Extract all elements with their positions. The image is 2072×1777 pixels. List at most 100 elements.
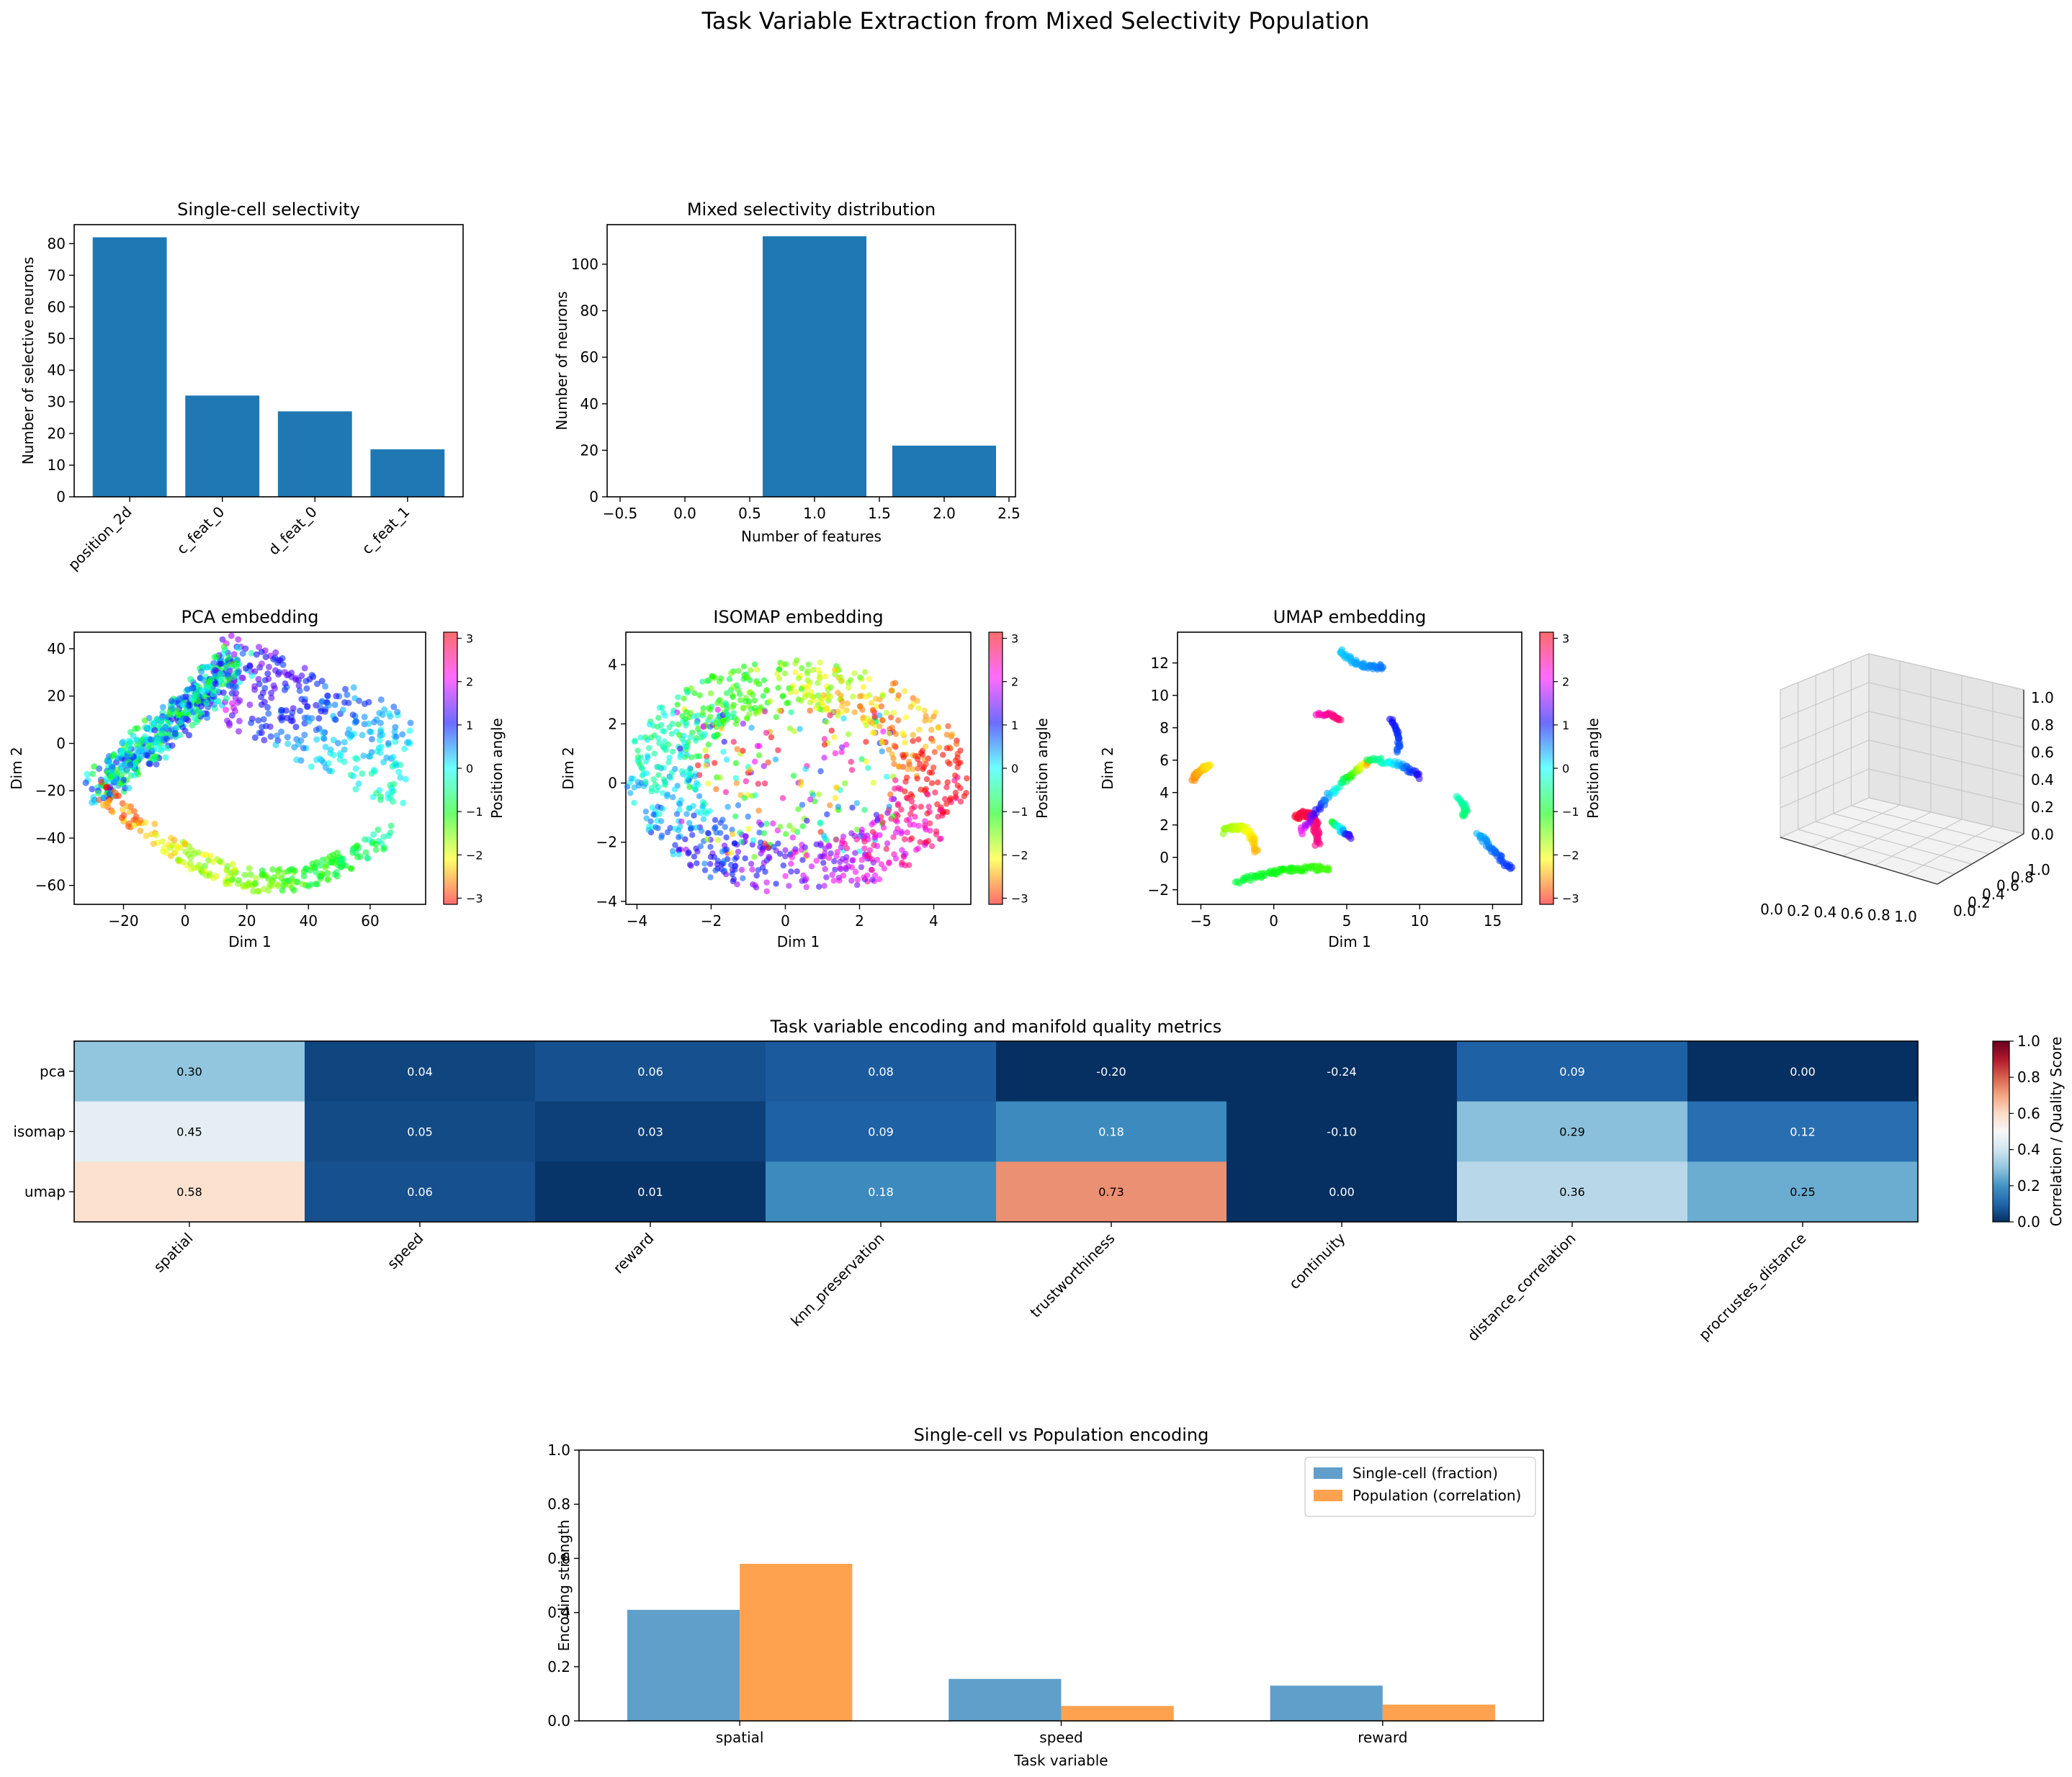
scatter-point xyxy=(723,709,730,716)
scatter-point xyxy=(853,827,861,833)
scatter-point xyxy=(902,739,908,746)
scatter-point xyxy=(861,845,868,852)
y-tick-label: −2 xyxy=(1148,881,1169,899)
scatter-point xyxy=(246,701,254,708)
scatter-point xyxy=(115,792,122,799)
z-tick-label-3d: 0.6 xyxy=(2031,744,2054,761)
x-axis-label: Number of features xyxy=(741,528,882,545)
scatter-point xyxy=(261,871,268,878)
heatmap-cell xyxy=(535,1161,766,1223)
scatter-point xyxy=(795,806,802,813)
scatter-point xyxy=(254,888,261,894)
scatter-point xyxy=(904,829,910,836)
x-tick-label: 15 xyxy=(1484,912,1502,930)
scatter-point xyxy=(782,847,789,854)
scatter-point xyxy=(854,881,861,888)
x-tick-label: −20 xyxy=(108,912,138,930)
scatter-point xyxy=(355,780,362,787)
scatter-point xyxy=(861,852,869,860)
colorbar xyxy=(443,631,458,905)
scatter-point xyxy=(642,809,649,815)
scatter-point xyxy=(924,810,930,817)
scatter-point xyxy=(892,829,900,836)
scatter-point xyxy=(301,698,308,706)
scatter-point xyxy=(678,768,685,775)
scatter-point xyxy=(224,863,231,870)
x-tick-label: d_feat_0 xyxy=(265,503,320,559)
scatter-point xyxy=(235,877,242,883)
scatter-point xyxy=(223,695,230,702)
colorbar-tick-label: 0 xyxy=(466,762,473,775)
scatter-point xyxy=(275,671,282,678)
chart-title: Single-cell selectivity xyxy=(177,199,360,220)
z-tick-label-3d: 0.0 xyxy=(2031,826,2054,843)
y-tick-label: 0 xyxy=(56,488,66,505)
scatter-point xyxy=(331,701,338,708)
scatter-points xyxy=(1188,646,1516,887)
scatter-point xyxy=(878,703,885,710)
scatter-point xyxy=(159,838,166,845)
scatter-point xyxy=(886,804,892,810)
scatter-point xyxy=(711,733,718,739)
scatter-point xyxy=(729,870,735,878)
scatter-point xyxy=(162,754,169,761)
scatter-point xyxy=(313,736,320,743)
scatter-point xyxy=(337,752,344,759)
scatter-point xyxy=(868,700,875,706)
heatmap-cell xyxy=(535,1101,766,1162)
colorbar-tick-label: −2 xyxy=(466,848,483,862)
scatter-point xyxy=(786,725,794,732)
scatter-point xyxy=(394,708,401,716)
scatter-point xyxy=(783,831,789,837)
scatter-point xyxy=(258,648,265,655)
scatter-point xyxy=(233,663,240,670)
scatter-point xyxy=(664,829,671,836)
scatter-point xyxy=(631,799,637,806)
scatter-point xyxy=(677,754,683,760)
scatter-point xyxy=(758,839,764,846)
scatter-point xyxy=(802,765,809,773)
scatter-point xyxy=(169,705,176,712)
scatter-point xyxy=(366,752,373,760)
y-tick-label: 0.8 xyxy=(547,1495,570,1513)
scatter-point xyxy=(235,728,242,735)
scatter-point xyxy=(848,758,854,765)
scatter-point xyxy=(861,874,867,881)
x-tick-label-3d: 0.8 xyxy=(1867,907,1891,924)
scatter-point xyxy=(701,867,709,873)
x-axis-label: Task variable xyxy=(1013,1752,1108,1769)
scatter-point xyxy=(733,780,740,786)
scatter-point xyxy=(1324,865,1332,873)
scatter-point xyxy=(848,767,856,773)
scatter-point xyxy=(165,841,172,848)
y-tick-label: 1.0 xyxy=(547,1441,570,1459)
x-tick-label: speed xyxy=(1039,1729,1082,1746)
scatter-point xyxy=(683,774,691,780)
scatter-point xyxy=(252,875,259,882)
scatter-point xyxy=(938,806,944,814)
scatter-point xyxy=(866,847,874,854)
scatter-point xyxy=(925,791,931,798)
scatter-point xyxy=(350,684,357,691)
scatter-point xyxy=(899,847,905,853)
scatter-point xyxy=(351,695,359,702)
chart-title: UMAP embedding xyxy=(1273,607,1427,627)
scatter-point xyxy=(333,868,340,876)
scatter-point xyxy=(838,844,844,851)
scatter-point xyxy=(655,724,661,730)
scatter-point xyxy=(846,684,852,691)
scatter-point xyxy=(185,851,192,858)
y-tick-label: 12 xyxy=(1151,654,1169,672)
colorbar-tick-label: −1 xyxy=(466,805,483,819)
scatter-point xyxy=(908,798,915,805)
scatter-point xyxy=(377,750,384,756)
grid-line xyxy=(1874,819,1963,866)
scatter-point xyxy=(681,732,687,739)
scatter-point xyxy=(928,843,936,850)
scatter-point xyxy=(341,746,348,753)
scatter-point xyxy=(346,726,353,733)
cell-label: 0.73 xyxy=(1098,1185,1124,1199)
scatter-point xyxy=(891,742,897,749)
scatter-point xyxy=(290,887,297,894)
scatter-point xyxy=(670,710,676,717)
